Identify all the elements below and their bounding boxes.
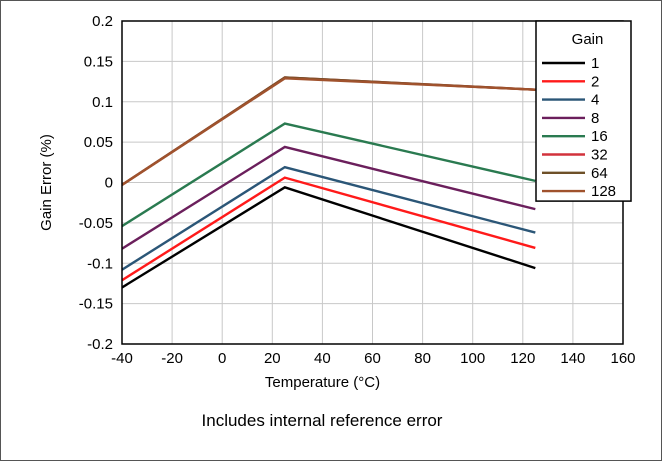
legend-box [535, 20, 632, 202]
x-tick-label: 160 [610, 350, 635, 367]
series-line-gain-64 [121, 76, 536, 186]
series-line-gain-1 [121, 186, 536, 289]
x-tick-label: 80 [414, 350, 431, 367]
x-tick-label: 40 [314, 350, 331, 367]
legend-label-gain-64: 64 [591, 165, 608, 182]
series-line-gain-8 [121, 145, 536, 250]
series-line-gain-128 [121, 77, 536, 186]
legend-title: Gain [572, 31, 604, 48]
y-axis-title: Gain Error (%) [38, 134, 55, 231]
series-line-gain-4 [121, 165, 536, 271]
x-tick-label: 20 [264, 350, 281, 367]
x-tick-labels: -40 -20 0 20 40 60 80 100 120 140 160 [111, 350, 635, 367]
legend-label-gain-16: 16 [591, 128, 608, 145]
y-tick-label: 0.1 [92, 94, 113, 111]
chart-caption: Includes internal reference error [201, 411, 443, 430]
legend-label-gain-4: 4 [591, 92, 599, 109]
legend-label-gain-128: 128 [591, 183, 616, 200]
x-tick-label: 140 [560, 350, 585, 367]
legend-label-gain-1: 1 [591, 55, 599, 72]
x-tick-label: 60 [364, 350, 381, 367]
series-line-gain-32 [121, 76, 536, 186]
x-tick-label: -20 [161, 350, 183, 367]
x-tick-label: 0 [218, 350, 226, 367]
x-tick-label: -40 [111, 350, 133, 367]
y-tick-label: 0 [105, 175, 113, 192]
x-axis-title: Temperature (°C) [265, 374, 380, 391]
legend-label-gain-32: 32 [591, 147, 608, 164]
y-tick-label: 0.2 [92, 13, 113, 30]
y-tick-labels: 0.2 0.15 0.1 0.05 0 -0.05 -0.1 -0.15 -0.2 [79, 13, 113, 353]
x-tick-label: 120 [510, 350, 535, 367]
x-tick-label: 100 [460, 350, 485, 367]
legend-label-gain-2: 2 [591, 73, 599, 90]
series-line-gain-2 [121, 176, 536, 282]
y-tick-label: -0.05 [79, 215, 113, 232]
series-lines [121, 76, 536, 289]
y-tick-label: 0.05 [84, 134, 113, 151]
y-tick-label: 0.15 [84, 53, 113, 70]
y-tick-label: -0.1 [87, 255, 113, 272]
series-line-gain-16 [121, 122, 536, 228]
legend-label-gain-8: 8 [591, 110, 599, 127]
y-tick-label: -0.15 [79, 296, 113, 313]
y-tick-label: -0.2 [87, 336, 113, 353]
